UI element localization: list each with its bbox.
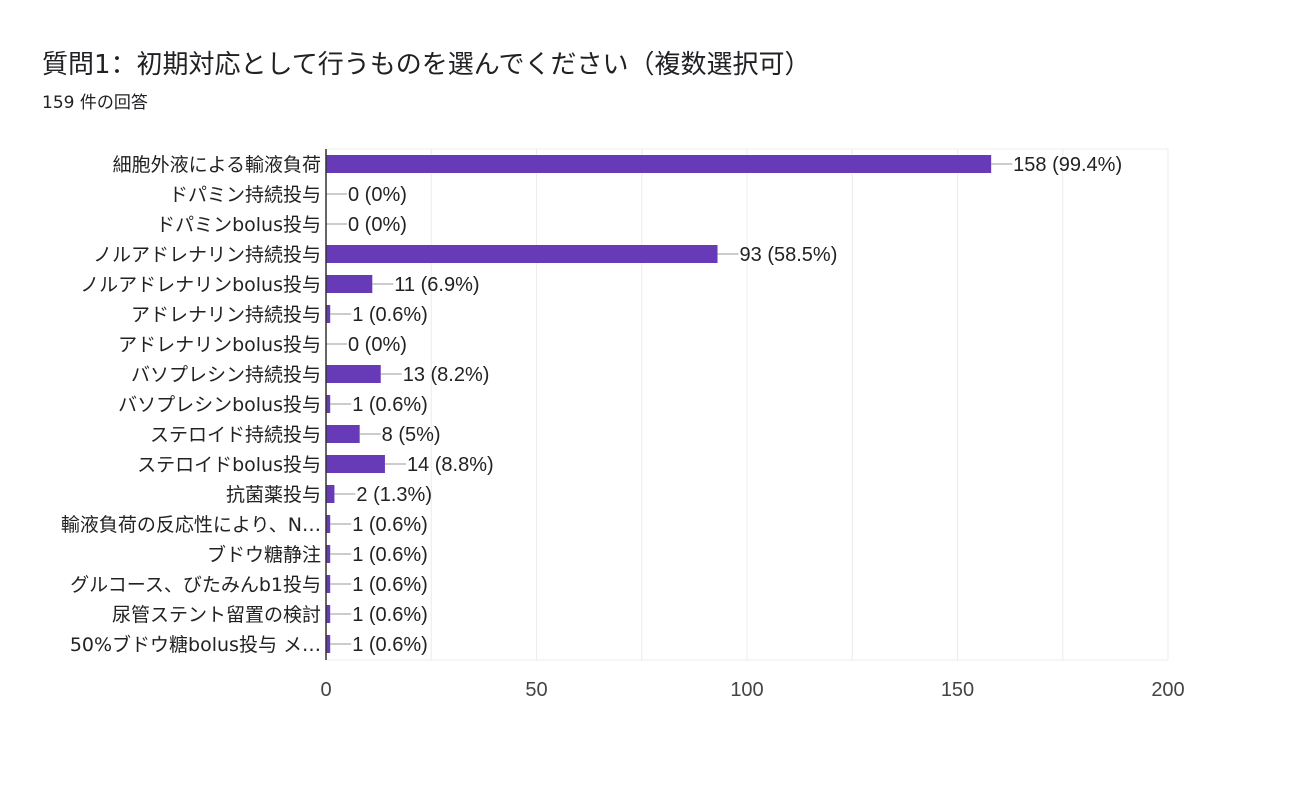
bar-9 <box>326 425 360 443</box>
bar-13 <box>326 545 331 563</box>
bar-16 <box>326 635 331 653</box>
category-label-15: 尿管ステント留置の検討 <box>112 604 321 626</box>
data-label-6: 0 (0%) <box>348 334 407 356</box>
labels: 158 (99.4%) 細胞外液による輸液負荷 0 (0%) ドパミン持続投与 0 (0… <box>61 154 1185 701</box>
x-tick-label-100: 100 <box>730 679 763 701</box>
x-tick-label-150: 150 <box>941 679 974 701</box>
category-label-1: ドパミン持続投与 <box>169 184 321 206</box>
bar-10 <box>326 455 385 473</box>
x-tick-label-200: 200 <box>1151 679 1184 701</box>
bar-7 <box>326 365 381 383</box>
category-label-2: ドパミンbolus投与 <box>156 214 321 236</box>
category-label-7: バソプレシン持続投与 <box>131 364 321 386</box>
category-label-13: ブドウ糖静注 <box>207 543 321 566</box>
bars <box>326 155 1013 653</box>
data-label-7: 13 (8.2%) <box>403 364 490 386</box>
category-label-8: バソプレシンbolus投与 <box>118 394 321 416</box>
x-tick-label-50: 50 <box>525 679 547 701</box>
bar-14 <box>326 575 331 593</box>
data-label-0: 158 (99.4%) <box>1013 154 1122 176</box>
data-label-13: 1 (0.6%) <box>352 544 428 566</box>
data-label-8: 1 (0.6%) <box>352 394 428 416</box>
bar-12 <box>326 515 331 533</box>
data-label-3: 93 (58.5%) <box>740 244 838 266</box>
bar-11 <box>326 485 335 503</box>
bar-5 <box>326 305 331 323</box>
bar-0 <box>326 155 992 173</box>
chart-title: 質問1：初期対応として行うものを選んでください（複数選択可） <box>42 50 811 80</box>
data-label-16: 1 (0.6%) <box>352 634 428 656</box>
data-label-9: 8 (5%) <box>382 424 441 446</box>
category-label-9: ステロイド持続投与 <box>150 424 321 446</box>
bar-15 <box>326 605 331 623</box>
category-label-11: 抗菌薬投与 <box>226 484 321 506</box>
category-label-5: アドレナリン持続投与 <box>131 304 321 326</box>
data-label-15: 1 (0.6%) <box>352 604 428 626</box>
bar-3 <box>326 245 718 263</box>
data-label-1: 0 (0%) <box>348 184 407 206</box>
bar-4 <box>326 275 373 293</box>
category-label-10: ステロイドbolus投与 <box>137 454 321 476</box>
category-label-6: アドレナリンbolus投与 <box>118 334 321 356</box>
data-label-14: 1 (0.6%) <box>352 574 428 596</box>
data-label-4: 11 (6.9%) <box>394 274 479 296</box>
data-label-11: 2 (1.3%) <box>356 484 432 506</box>
data-label-12: 1 (0.6%) <box>352 514 428 536</box>
data-label-5: 1 (0.6%) <box>352 304 428 326</box>
grid-lines <box>326 148 1169 661</box>
category-label-14: グルコース、びたみんb1投与 <box>70 574 321 596</box>
category-label-12: 輸液負荷の反応性により、N… <box>61 514 321 536</box>
bar-8 <box>326 395 331 413</box>
data-label-2: 0 (0%) <box>348 214 407 236</box>
category-label-4: ノルアドレナリンbolus投与 <box>80 274 321 296</box>
category-label-0: 細胞外液による輸液負荷 <box>113 154 321 176</box>
response-count: 159 件の回答 <box>42 93 148 113</box>
x-tick-label-0: 0 <box>320 679 331 701</box>
category-label-3: ノルアドレナリン持続投与 <box>93 244 321 266</box>
category-label-16: 50%ブドウ糖bolus投与 メ… <box>70 633 321 656</box>
data-label-10: 14 (8.8%) <box>407 454 494 476</box>
